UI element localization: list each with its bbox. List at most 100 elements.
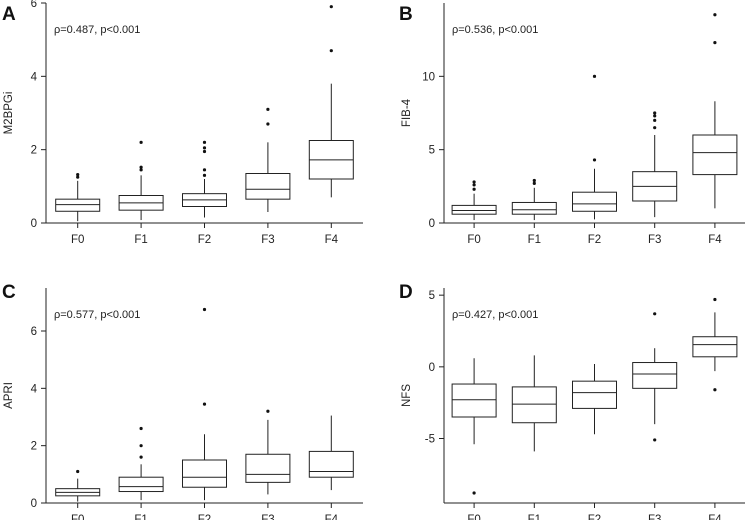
x-tick-label: F3 (261, 514, 274, 520)
panel-d: D -5 0 5 NFS ρ=0.427, p<0.001 F0 F1 F2 F3 F4 (399, 282, 745, 520)
y-tick-label: 2 (31, 441, 37, 453)
outlier-point (472, 183, 476, 187)
outlier-point (202, 307, 207, 312)
iqr-box (572, 191, 617, 212)
box-f1 (511, 355, 557, 452)
x-tick-label: F3 (261, 234, 274, 246)
box-f2 (572, 74, 617, 220)
correlation-annotation: ρ=0.536, p<0.001 (452, 24, 538, 36)
outlier-point (202, 146, 207, 150)
x-tick-label: F1 (528, 514, 541, 520)
box-f2 (572, 363, 617, 435)
outlier-point (139, 165, 143, 169)
outlier-point (472, 180, 476, 184)
iqr-box (451, 383, 497, 418)
correlation-annotation: ρ=0.427, p<0.001 (452, 309, 538, 321)
iqr-box (245, 453, 291, 483)
iqr-box (572, 380, 617, 409)
outlier-point (139, 426, 143, 431)
correlation-annotation: ρ=0.577, p<0.001 (54, 309, 140, 321)
x-tick-label: F0 (467, 234, 480, 246)
y-tick-label: 4 (31, 383, 38, 395)
panel-label: A (2, 4, 16, 25)
outlier-point (532, 178, 536, 183)
x-tick-label: F2 (198, 514, 211, 520)
iqr-box (182, 459, 227, 488)
outlier-point (329, 5, 333, 9)
y-tick-label: 2 (31, 145, 37, 157)
iqr-box (55, 198, 101, 212)
panel-c: C 0 2 4 6 APRI ρ=0.577, p<0.001 F0 F1 F2 F3 F4 (2, 282, 363, 520)
outlier-point (202, 402, 207, 406)
iqr-box (632, 362, 678, 389)
x-tick-label: F1 (134, 514, 147, 520)
iqr-box (692, 134, 738, 176)
y-tick-label: 4 (31, 71, 38, 83)
outlier-point (713, 41, 717, 45)
box-f3 (245, 409, 291, 495)
x-tick-label: F2 (588, 514, 601, 520)
outlier-point (202, 149, 207, 154)
panel-label: D (399, 282, 413, 303)
outlier-point (329, 49, 333, 53)
outlier-point (139, 444, 143, 448)
x-tick-label: F4 (708, 234, 722, 246)
y-axis-label: M2BPGi (3, 92, 15, 135)
y-tick-label: 6 (31, 326, 37, 338)
x-tick-label: F1 (528, 234, 541, 246)
box-f0 (451, 358, 497, 495)
x-tick-label: F0 (71, 514, 84, 520)
panel-b: B 0 5 10 FIB-4 ρ=0.536, p<0.001 F0 F1 F2 F3 F4 (399, 3, 745, 246)
box-f4 (308, 5, 354, 198)
y-axis-label: APRI (3, 382, 15, 409)
outlier-point (653, 118, 657, 122)
x-tick-label: F3 (648, 234, 661, 246)
panel-label: B (399, 4, 413, 25)
outlier-point (202, 140, 207, 144)
outlier-point (592, 158, 597, 162)
outlier-point (266, 122, 270, 126)
x-tick-label: F2 (198, 234, 211, 246)
box-f2 (182, 140, 227, 218)
x-tick-label: F1 (134, 234, 147, 246)
y-tick-label: 5 (429, 145, 435, 157)
x-tick-label: F4 (325, 234, 339, 246)
y-tick-label: 0 (429, 218, 435, 230)
box-f3 (245, 107, 291, 212)
y-tick-label: 0 (31, 218, 37, 230)
y-tick-label: 0 (31, 498, 37, 510)
outlier-point (592, 74, 597, 78)
outlier-point (653, 438, 657, 442)
panel-label: C (2, 282, 16, 303)
x-tick-label: F3 (648, 514, 661, 520)
outlier-point (202, 168, 207, 172)
y-tick-label: 6 (31, 0, 37, 10)
box-f3 (632, 111, 678, 218)
x-tick-label: F2 (588, 234, 601, 246)
outlier-point (139, 168, 143, 172)
box-f4 (308, 415, 354, 491)
box-f0 (55, 173, 101, 222)
outlier-point (76, 175, 80, 179)
y-tick-label: 0 (429, 362, 435, 374)
box-f4 (692, 13, 738, 209)
correlation-annotation: ρ=0.487, p<0.001 (54, 24, 140, 36)
outlier-point (532, 181, 536, 185)
iqr-box (692, 336, 738, 358)
outlier-point (139, 455, 143, 459)
outlier-point (76, 173, 80, 177)
box-f0 (451, 180, 497, 221)
outlier-point (266, 409, 270, 413)
box-f1 (118, 140, 164, 221)
x-tick-label: F4 (325, 514, 339, 520)
outlier-point (713, 13, 717, 17)
x-tick-label: F0 (467, 514, 480, 520)
iqr-box (451, 204, 497, 215)
x-tick-label: F0 (71, 234, 84, 246)
outlier-point (76, 469, 80, 474)
outlier-point (139, 140, 143, 144)
y-axis-label: FIB-4 (401, 98, 413, 127)
x-tick-label: F4 (708, 514, 722, 520)
iqr-box (118, 476, 164, 493)
